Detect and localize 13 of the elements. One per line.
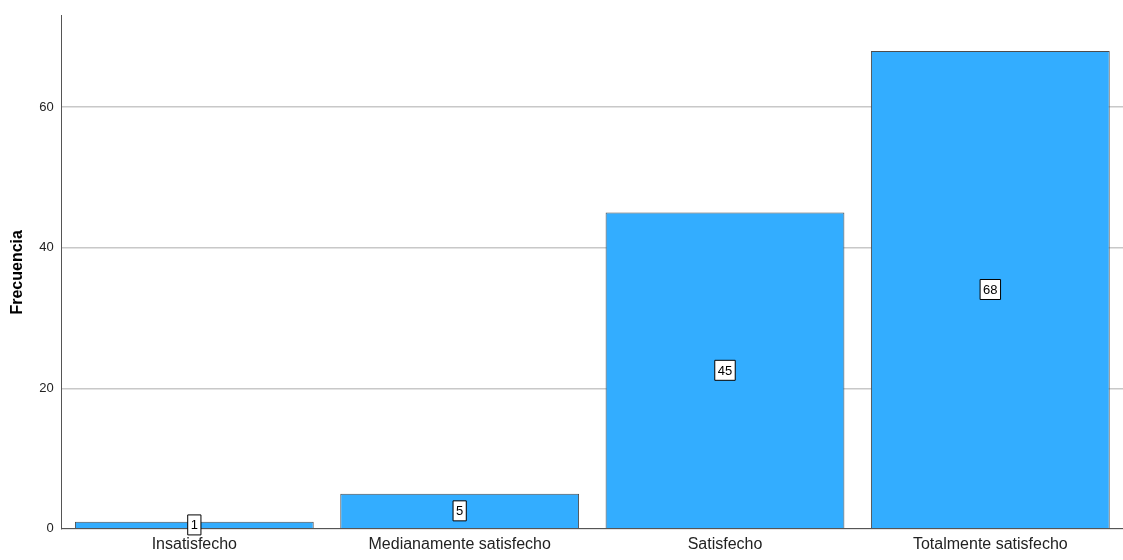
data-label: 68 xyxy=(983,282,998,298)
x-tick-label: Insatisfecho xyxy=(151,534,238,552)
y-tick-label: 20 xyxy=(39,379,54,395)
y-tick-label: 60 xyxy=(39,98,54,114)
y-tick-label: 0 xyxy=(46,520,54,536)
x-tick-label: Satisfecho xyxy=(687,534,763,552)
y-axis-title: Frecuencia xyxy=(8,229,26,315)
data-label: 5 xyxy=(456,503,464,519)
data-label: 45 xyxy=(717,362,733,378)
x-tick-label: Medianamente satisfecho xyxy=(368,534,551,552)
y-tick-label: 40 xyxy=(39,239,54,255)
x-tick-label: Totalmente satisfecho xyxy=(912,534,1068,552)
data-label: 1 xyxy=(190,517,198,533)
